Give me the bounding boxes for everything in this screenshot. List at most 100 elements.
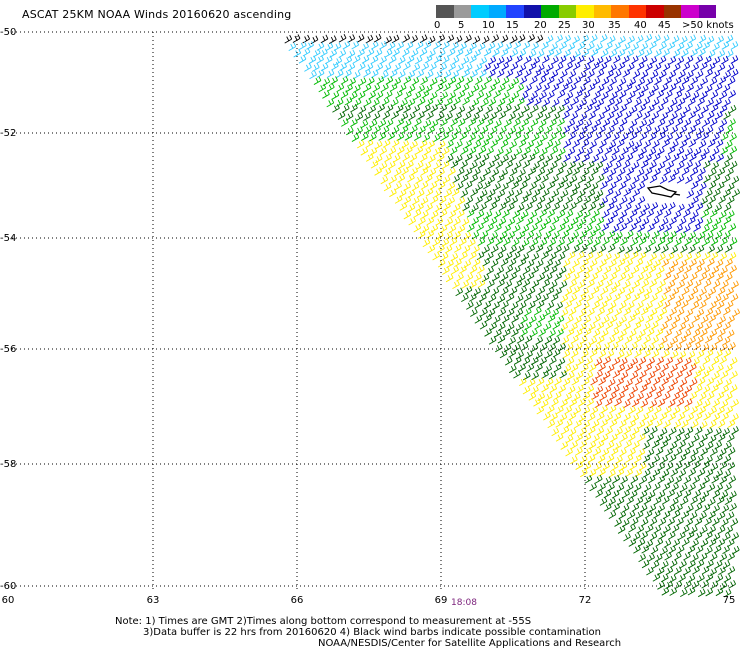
wind-barb (685, 55, 694, 64)
wind-barb (372, 83, 381, 93)
wind-barb (674, 566, 682, 575)
wind-barb (705, 587, 714, 597)
wind-barb (651, 439, 660, 449)
wind-barb (598, 482, 606, 492)
wind-barb (621, 504, 630, 513)
wind-barb (586, 174, 595, 184)
wind-barb (715, 469, 723, 478)
wind-barb (714, 321, 723, 331)
wind-barb (652, 244, 661, 254)
wind-barb (721, 280, 729, 289)
wind-barb (594, 462, 602, 472)
wind-barb (663, 154, 671, 163)
wind-barb (521, 252, 530, 262)
wind-barb (606, 202, 615, 211)
wind-barb (292, 34, 301, 43)
wind-barb (600, 404, 608, 414)
wind-barb (642, 469, 651, 478)
wind-barb (613, 69, 622, 79)
wind-barb (602, 209, 610, 219)
wind-barb (562, 377, 571, 387)
wind-barb (715, 111, 723, 120)
wind-barb (560, 308, 569, 318)
wind-barb (535, 363, 543, 372)
wind-barb (654, 390, 662, 400)
wind-barb (587, 42, 595, 51)
wind-barb (298, 54, 307, 64)
wind-barb (667, 517, 676, 526)
wind-barb (646, 405, 654, 415)
wind-barb (655, 300, 664, 310)
wind-barb (606, 349, 615, 359)
wind-barb (640, 399, 649, 408)
wind-barb (634, 454, 642, 464)
wind-barb (339, 62, 348, 71)
wind-barb (594, 475, 603, 484)
wind-barb (548, 105, 557, 114)
wind-barb (402, 152, 410, 162)
wind-barb (653, 496, 662, 506)
wind-barb (678, 350, 687, 360)
lon-label-72: 72 (579, 595, 592, 606)
wind-barb (726, 329, 735, 339)
wind-barb (363, 83, 372, 93)
wind-barb (560, 441, 569, 450)
wind-barb (716, 496, 725, 505)
wind-barb (727, 210, 735, 219)
wind-barb (556, 405, 564, 415)
wind-barb (492, 315, 501, 325)
wind-barb (650, 293, 658, 303)
wind-barb (428, 168, 437, 177)
wind-barb (732, 308, 740, 318)
scale-swatch (663, 5, 681, 18)
wind-barb (562, 258, 571, 268)
wind-barb (664, 551, 672, 561)
wind-barb (655, 433, 664, 443)
wind-barb (579, 229, 588, 239)
wind-barb (513, 369, 521, 379)
wind-barb (730, 68, 739, 78)
wind-barb (369, 147, 378, 156)
wind-barb (558, 131, 566, 141)
wind-barb (596, 335, 605, 344)
wind-barb (575, 447, 583, 456)
wind-barb (711, 161, 720, 170)
wind-barb (612, 474, 621, 484)
wind-barb (609, 196, 618, 206)
wind-barb (619, 301, 627, 310)
wind-barb (331, 91, 340, 100)
wind-barb (705, 455, 713, 465)
wind-barb (481, 98, 489, 107)
wind-barb (674, 342, 682, 352)
wind-barb (480, 308, 488, 317)
wind-barb (712, 371, 720, 381)
wind-barb (466, 209, 475, 218)
wind-barb (470, 308, 478, 317)
wind-barb (474, 273, 482, 282)
wind-barb (627, 433, 636, 442)
wind-barb (376, 75, 385, 85)
wind-barb (533, 397, 541, 407)
wind-barb (288, 42, 297, 51)
wind-barb (475, 195, 483, 205)
wind-barb (640, 55, 648, 65)
wind-barb (477, 42, 486, 52)
wind-barb (578, 293, 587, 302)
wind-barb (506, 308, 515, 317)
wind-barb (579, 335, 588, 345)
wind-barb (683, 105, 691, 114)
wind-barb (498, 202, 507, 211)
wind-barb (550, 146, 559, 155)
wind-barb (434, 54, 442, 64)
wind-barb (728, 104, 737, 114)
wind-barb (534, 306, 542, 316)
wind-barb (626, 140, 635, 150)
wind-barb (506, 175, 515, 185)
wind-barb (719, 475, 728, 485)
wind-barb (439, 104, 448, 113)
wind-barb (417, 230, 426, 239)
note-line-2: 3)Data buffer is 22 hrs from 20160620 4)… (143, 627, 601, 638)
wind-barb (580, 125, 588, 135)
wind-barb (693, 223, 701, 232)
wind-barb (680, 154, 688, 163)
